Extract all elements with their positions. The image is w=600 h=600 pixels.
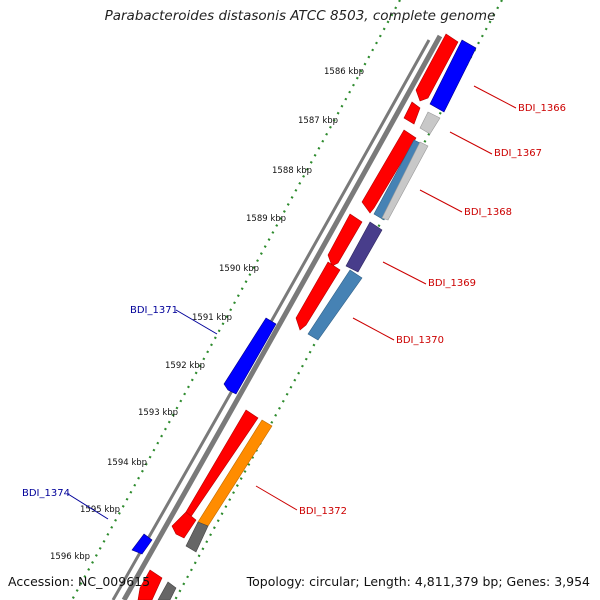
tick-label-1596: 1596 kbp	[50, 552, 90, 562]
gene-label-bdi-1368[interactable]: BDI_1368	[464, 207, 512, 218]
gene-label-leaders	[67, 85, 517, 520]
gene-arrow-bdi-1371[interactable]	[223, 317, 277, 395]
gene-label-bdi-1370[interactable]: BDI_1370	[396, 335, 444, 346]
gene-label-bdi-1372[interactable]: BDI_1372	[299, 506, 347, 517]
gene-arrow-bdi-1376[interactable]	[137, 569, 163, 600]
genome-backbone	[111, 34, 443, 600]
gene-label-bdi-1366[interactable]: BDI_1366	[518, 103, 566, 114]
kbp-tick-labels: 1586 kbp 1587 kbp 1588 kbp 1589 kbp 1590…	[50, 67, 364, 562]
gene-arrow-bdi-1369[interactable]	[327, 213, 363, 267]
genome-title: Parabacteroides distasonis ATCC 8503, co…	[104, 8, 496, 24]
tick-label-1588: 1588 kbp	[272, 166, 312, 176]
tick-label-1592: 1592 kbp	[165, 361, 205, 371]
accession-text: Accession: NC_009615	[8, 574, 151, 589]
tick-label-1593: 1593 kbp	[138, 408, 178, 418]
gene-bar-bdi-1376-tail	[157, 581, 177, 600]
tick-label-1591: 1591 kbp	[192, 313, 232, 323]
gene-label-bdi-1367[interactable]: BDI_1367	[494, 148, 542, 159]
tick-label-1594: 1594 kbp	[107, 458, 147, 468]
gene-labels: BDI_1366 BDI_1367 BDI_1368 BDI_1369 BDI_…	[22, 103, 566, 517]
gene-arrow-bdi-1366b[interactable]	[403, 101, 421, 125]
tick-label-1586: 1586 kbp	[324, 67, 364, 77]
gene-arrow-bdi-1366[interactable]	[415, 33, 459, 102]
gene-bar-bdi-1368-edge	[381, 141, 429, 221]
gene-bar-bdi-1370-protein	[307, 269, 363, 341]
gene-arrow-bdi-1368[interactable]	[361, 129, 417, 214]
gene-label-bdi-1371[interactable]: BDI_1371	[130, 305, 178, 316]
tick-label-1587: 1587 kbp	[298, 116, 338, 126]
gene-bar-bdi-1369-protein	[345, 221, 383, 273]
gene-bar-bdi-1367-protein	[419, 111, 441, 135]
gene-label-bdi-1369[interactable]: BDI_1369	[428, 278, 476, 289]
gene-arrow-bdi-1374[interactable]	[131, 533, 153, 555]
gene-arrow-bdi-1370[interactable]	[295, 261, 341, 331]
tick-label-1595: 1595 kbp	[80, 505, 120, 515]
gene-bar-bdi-1366-protein	[429, 39, 477, 113]
tick-label-1590: 1590 kbp	[219, 264, 259, 274]
tick-label-1589: 1589 kbp	[246, 214, 286, 224]
genome-summary-text: Topology: circular; Length: 4,811,379 bp…	[246, 574, 590, 589]
gene-arrow-bdi-1372b[interactable]	[171, 511, 197, 539]
inner-tick-ring	[71, 0, 401, 600]
gene-bar-bdi-1372-tail	[185, 521, 209, 553]
gene-label-bdi-1374[interactable]: BDI_1374	[22, 488, 70, 499]
